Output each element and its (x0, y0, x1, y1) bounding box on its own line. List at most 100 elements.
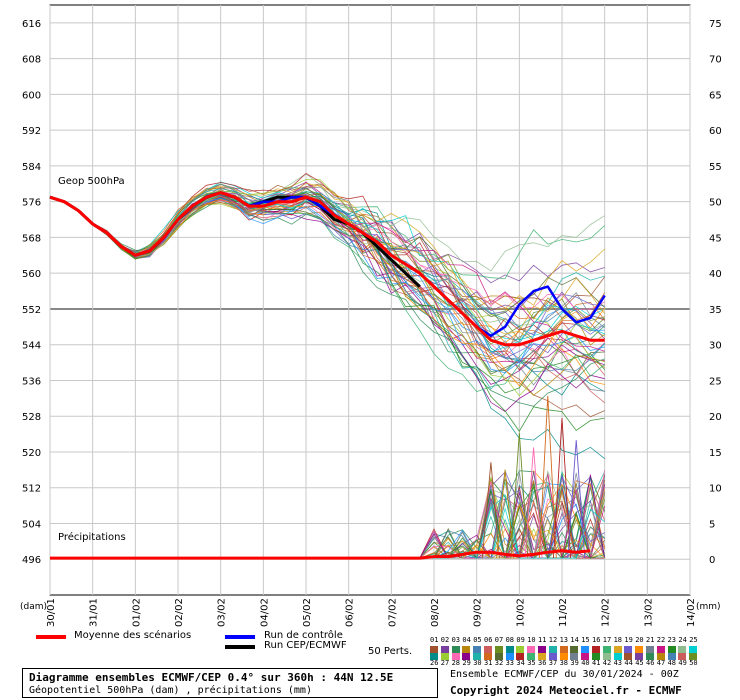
pert-color-cell (505, 653, 514, 660)
oper-swatch (225, 645, 255, 649)
pert-color-cell (516, 653, 525, 660)
x-tick-label: 12/02 (601, 598, 612, 627)
right-tick-label: 5 (709, 519, 715, 530)
pert-color-cell (635, 646, 644, 653)
pert-color-cell (440, 646, 449, 653)
right-tick-label: 55 (709, 162, 722, 173)
x-tick-label: 05/02 (302, 598, 313, 627)
pert-number: 26 (430, 659, 439, 667)
pert-color-cell (624, 646, 633, 653)
pert-number: 23 (667, 636, 677, 644)
pert-color-cell (451, 653, 460, 660)
pert-number: 45 (635, 659, 644, 667)
pert-color-cell (689, 646, 698, 653)
pert-number: 27 (440, 659, 450, 667)
pert-number: 15 (581, 636, 590, 644)
pert-color-cell (635, 653, 644, 660)
pert-number: 13 (559, 636, 569, 644)
right-tick-label: 50 (709, 198, 722, 209)
pert-color-cell (656, 646, 665, 653)
left-unit-label: (dam) (20, 602, 47, 612)
pert-color-cell (527, 653, 536, 660)
member-geop-line (49, 193, 605, 318)
main-lines (49, 191, 606, 560)
left-tick-label: 496 (22, 555, 41, 566)
pert-number: 01 (430, 636, 439, 644)
pert-color-cell (592, 646, 600, 653)
copyright: Copyright 2024 Meteociel.fr - ECMWF (450, 684, 682, 697)
pert-number: 09 (516, 636, 525, 644)
pert-number: 07 (494, 636, 504, 644)
pert-number: 04 (462, 636, 471, 644)
left-tick-label: 600 (22, 90, 41, 101)
geop-annotation: Geop 500hPa (58, 176, 125, 187)
pert-color-cell (473, 646, 482, 653)
right-tick-label: 60 (709, 126, 722, 137)
mean-precip-line (50, 549, 591, 560)
pert-number: 35 (527, 659, 536, 667)
pert-color-cell (667, 653, 676, 660)
pert-color-cell (613, 653, 622, 660)
right-tick-label: 15 (709, 448, 722, 459)
control-legend-label: Run de contrôle (264, 630, 343, 641)
pert-color-cell (538, 653, 546, 660)
pert-number: 39 (570, 659, 579, 667)
right-tick-label: 0 (709, 555, 715, 566)
pert-color-cell (667, 646, 676, 653)
pert-color-cell (559, 646, 568, 653)
pert-number: 46 (646, 659, 655, 667)
pert-color-cell (689, 653, 698, 660)
right-tick-label: 65 (709, 90, 722, 101)
mean-legend-label: Moyenne des scénarios (74, 630, 192, 641)
x-tick-label: 11/02 (558, 598, 569, 627)
pert-number: 36 (538, 659, 547, 667)
pert-color-cell (548, 653, 557, 660)
pert-number: 14 (570, 636, 579, 644)
pert-number: 16 (592, 636, 601, 644)
x-tick-label: 08/02 (430, 598, 441, 627)
pert-color-cell (570, 653, 579, 660)
member-geop-line (49, 190, 605, 310)
member-geop-line (49, 182, 606, 335)
pert-color-cell (473, 653, 482, 660)
left-tick-label: 568 (22, 233, 41, 244)
pert-number: 44 (624, 659, 633, 667)
pert-number: 30 (473, 659, 482, 667)
pert-color-cell (516, 646, 525, 653)
x-tick-label: 10/02 (515, 598, 526, 627)
x-tick-label: 14/02 (686, 598, 697, 627)
pert-color-cell (678, 646, 687, 653)
left-tick-label: 504 (22, 519, 41, 530)
pert-number: 40 (581, 659, 590, 667)
pert-number: 47 (656, 659, 666, 667)
precip-peak (538, 395, 557, 559)
mean-geop-line (49, 191, 605, 347)
pert-color-cell (581, 646, 590, 653)
pert-color-cell (646, 653, 654, 660)
pert-color-cell (592, 653, 600, 660)
mean-swatch (36, 635, 66, 639)
precip-annotation: Précipitations (58, 531, 126, 543)
pert-color-cell (613, 646, 622, 653)
left-tick-label: 536 (22, 376, 41, 387)
pert-color-cell (462, 653, 471, 660)
pert-color-cell (484, 646, 492, 653)
right-tick-label: 45 (709, 233, 722, 244)
pert-number: 25 (689, 636, 698, 644)
pert-number: 49 (678, 659, 687, 667)
pert-number: 48 (667, 659, 677, 667)
pert-color-cell (505, 646, 514, 653)
right-tick-label: 40 (709, 269, 722, 280)
left-tick-label: 520 (22, 448, 41, 459)
left-tick-label: 560 (22, 269, 41, 280)
pert-number: 20 (635, 636, 644, 644)
pert-color-cell (570, 646, 579, 653)
x-tick-label: 03/02 (217, 598, 228, 627)
pert-number: 02 (440, 636, 450, 644)
pert-color-cell (602, 653, 611, 660)
pert-number: 22 (656, 636, 666, 644)
right-unit-label: (mm) (696, 602, 721, 612)
pert-color-cell (462, 646, 471, 653)
